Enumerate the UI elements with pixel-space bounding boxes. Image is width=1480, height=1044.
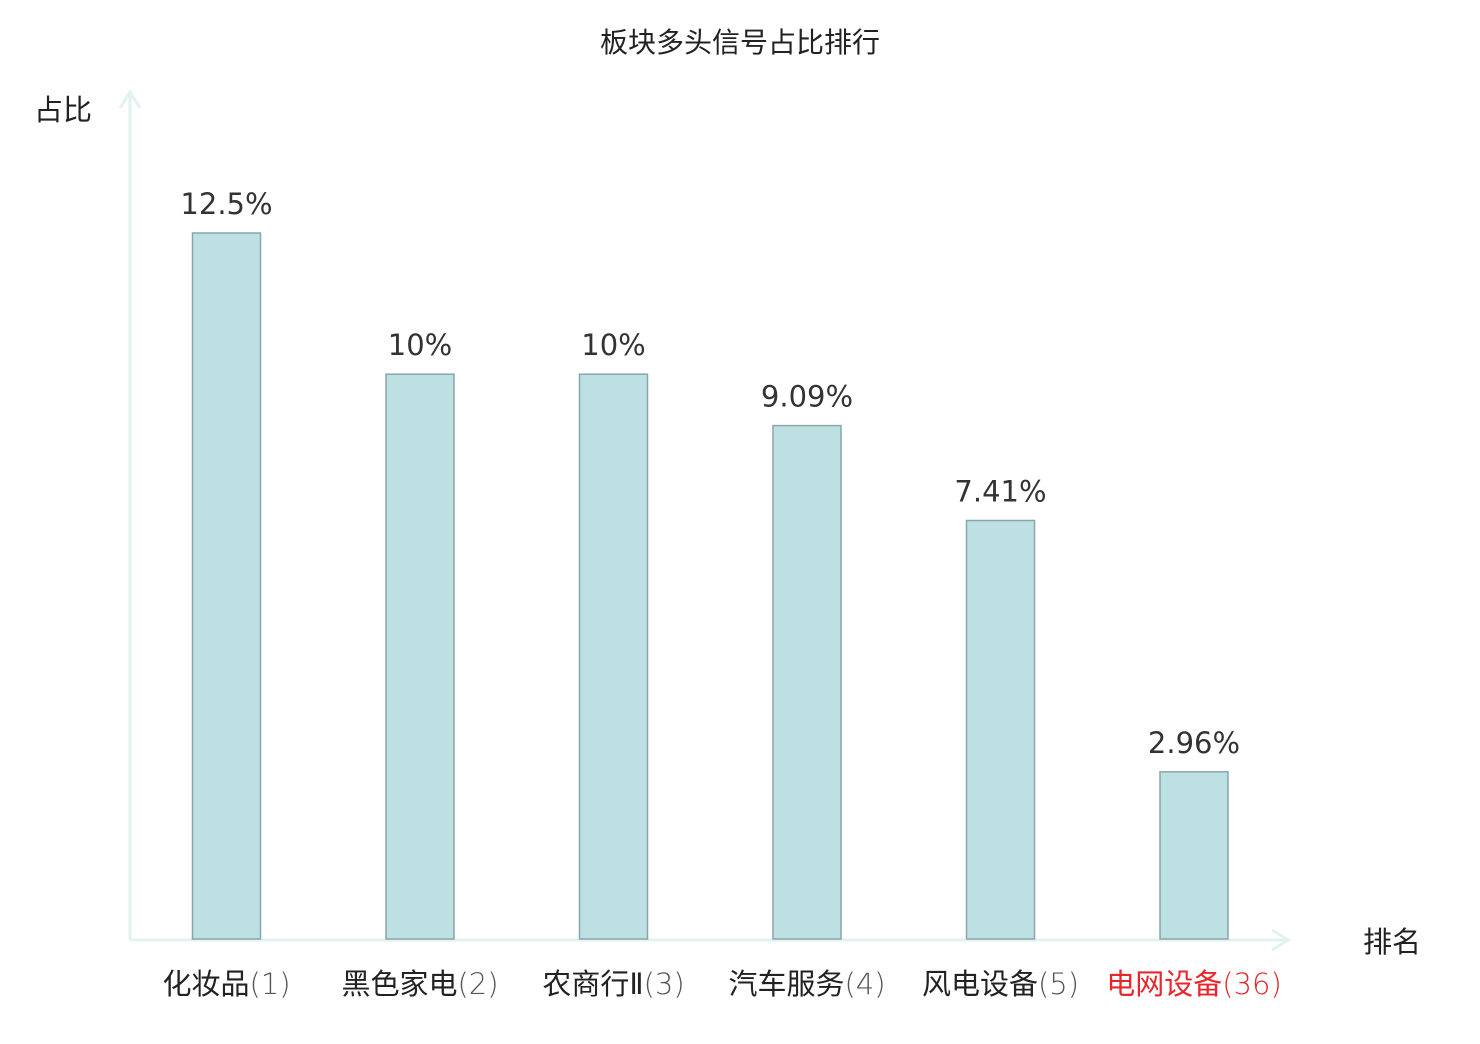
bar-value-label-3: 10% bbox=[581, 328, 645, 362]
category-label-3: 农商行Ⅱ(3) bbox=[542, 967, 684, 1001]
bar-value-label-6: 2.96% bbox=[1148, 726, 1240, 760]
category-labels-group: 化妆品(1) 黑色家电(2) 农商行Ⅱ(3) 汽车服务(4) 风电设备(5) 电网设备(3… bbox=[162, 967, 1281, 1001]
category-label-4: 汽车服务(4) bbox=[728, 967, 885, 1001]
category-label-2: 黑色家电(2) bbox=[341, 967, 498, 1001]
y-axis-label: 占比 bbox=[34, 93, 92, 127]
category-name: 农商行Ⅱ bbox=[542, 967, 643, 1001]
bar-value-label-2: 10% bbox=[388, 328, 452, 362]
bars-group bbox=[191, 232, 1229, 940]
bar-6 bbox=[1159, 771, 1229, 940]
y-axis-arrow bbox=[118, 89, 142, 109]
category-name: 黑色家电 bbox=[341, 967, 457, 1001]
bar-value-label-1: 12.5% bbox=[180, 187, 272, 221]
category-rank: (4) bbox=[844, 967, 885, 1001]
axes bbox=[118, 89, 1291, 952]
chart-title: 板块多头信号占比排行 bbox=[600, 26, 880, 59]
value-labels-group: 12.5% 10% 10% 9.09% 7.41% 2.96% bbox=[180, 187, 1240, 760]
category-label-1: 化妆品(1) bbox=[162, 967, 290, 1001]
category-rank: (5) bbox=[1038, 967, 1079, 1001]
category-name: 化妆品 bbox=[162, 967, 249, 1001]
bar-5 bbox=[965, 519, 1036, 940]
category-label-6: 电网设备(36) bbox=[1106, 967, 1282, 1001]
category-name: 电网设备 bbox=[1106, 967, 1222, 1001]
x-axis-label: 排名 bbox=[1363, 925, 1421, 959]
bar-2 bbox=[385, 373, 455, 940]
category-rank: (3) bbox=[644, 967, 685, 1001]
bar-value-label-5: 7.41% bbox=[954, 474, 1046, 508]
bar-1 bbox=[191, 232, 262, 940]
bar-4 bbox=[772, 424, 842, 940]
x-axis-arrow bbox=[1271, 928, 1291, 952]
category-rank: (1) bbox=[249, 967, 290, 1001]
category-name: 风电设备 bbox=[922, 967, 1038, 1001]
category-rank: (36) bbox=[1222, 967, 1282, 1001]
bar-3 bbox=[578, 373, 649, 940]
category-label-5: 风电设备(5) bbox=[922, 967, 1079, 1001]
bar-value-label-4: 9.09% bbox=[761, 380, 853, 414]
category-name: 汽车服务 bbox=[728, 967, 844, 1001]
category-rank: (2) bbox=[457, 967, 498, 1001]
